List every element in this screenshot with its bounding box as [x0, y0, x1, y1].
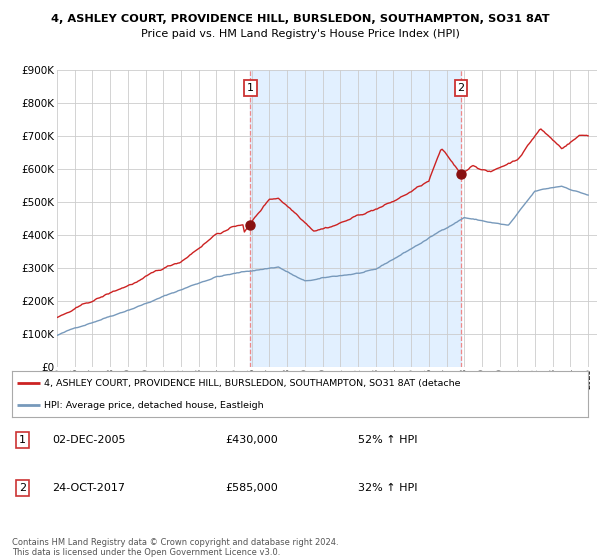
Text: 02-DEC-2005: 02-DEC-2005 [52, 435, 126, 445]
Text: HPI: Average price, detached house, Eastleigh: HPI: Average price, detached house, East… [44, 401, 263, 410]
Text: 1: 1 [247, 83, 254, 93]
Text: £430,000: £430,000 [225, 435, 278, 445]
Text: 24-OCT-2017: 24-OCT-2017 [52, 483, 125, 493]
Text: 4, ASHLEY COURT, PROVIDENCE HILL, BURSLEDON, SOUTHAMPTON, SO31 8AT (detache: 4, ASHLEY COURT, PROVIDENCE HILL, BURSLE… [44, 379, 460, 388]
Text: 52% ↑ HPI: 52% ↑ HPI [358, 435, 417, 445]
Text: Price paid vs. HM Land Registry's House Price Index (HPI): Price paid vs. HM Land Registry's House … [140, 29, 460, 39]
Text: Contains HM Land Registry data © Crown copyright and database right 2024.
This d: Contains HM Land Registry data © Crown c… [12, 538, 338, 557]
Text: £585,000: £585,000 [225, 483, 278, 493]
Text: 2: 2 [19, 483, 26, 493]
Bar [250, 70, 461, 367]
Text: 32% ↑ HPI: 32% ↑ HPI [358, 483, 417, 493]
Text: 1: 1 [19, 435, 26, 445]
Text: 4, ASHLEY COURT, PROVIDENCE HILL, BURSLEDON, SOUTHAMPTON, SO31 8AT: 4, ASHLEY COURT, PROVIDENCE HILL, BURSLE… [50, 14, 550, 24]
Text: 2: 2 [457, 83, 464, 93]
